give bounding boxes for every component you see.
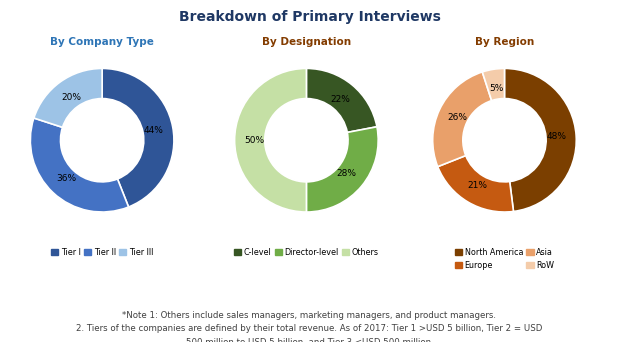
Text: *Note 1: Others include sales managers, marketing managers, and product managers: *Note 1: Others include sales managers, … <box>76 311 543 342</box>
Text: 28%: 28% <box>337 169 357 178</box>
Legend: Tier I, Tier II, Tier III: Tier I, Tier II, Tier III <box>48 245 156 260</box>
Wedge shape <box>306 68 377 132</box>
Title: By Region: By Region <box>475 37 534 47</box>
Title: By Company Type: By Company Type <box>50 37 154 47</box>
Text: 20%: 20% <box>61 93 81 102</box>
Wedge shape <box>34 68 102 127</box>
Text: 5%: 5% <box>489 84 503 93</box>
Text: 22%: 22% <box>330 95 350 104</box>
Wedge shape <box>438 156 514 212</box>
Wedge shape <box>482 68 504 101</box>
Text: 36%: 36% <box>56 174 76 183</box>
Wedge shape <box>30 118 129 212</box>
Text: Breakdown of Primary Interviews: Breakdown of Primary Interviews <box>178 10 441 24</box>
Text: 26%: 26% <box>447 114 467 122</box>
Wedge shape <box>306 127 378 212</box>
Legend: C-level, Director-level, Others: C-level, Director-level, Others <box>231 245 382 260</box>
Text: 50%: 50% <box>244 136 264 145</box>
Wedge shape <box>433 72 491 167</box>
Text: 21%: 21% <box>468 181 488 190</box>
Wedge shape <box>102 68 174 207</box>
Text: 44%: 44% <box>144 126 163 135</box>
Legend: North America, Europe, Asia, RoW: North America, Europe, Asia, RoW <box>452 245 557 273</box>
Title: By Designation: By Designation <box>262 37 351 47</box>
Text: 48%: 48% <box>547 132 567 142</box>
Wedge shape <box>235 68 306 212</box>
Wedge shape <box>504 68 576 211</box>
